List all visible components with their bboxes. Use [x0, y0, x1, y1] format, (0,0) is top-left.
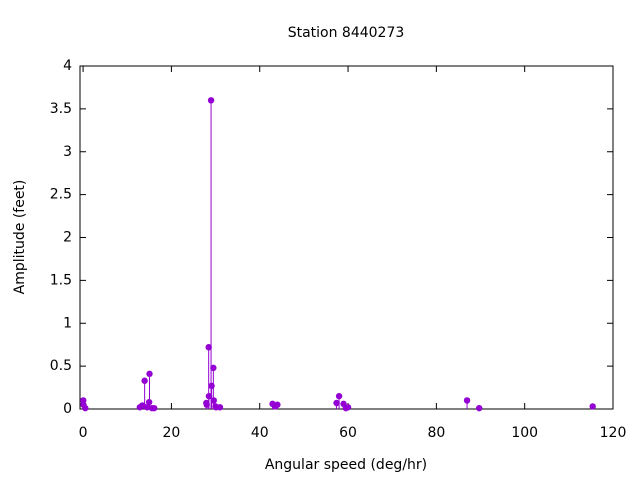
point [150, 404, 158, 412]
point [205, 344, 212, 351]
point [82, 404, 89, 412]
chart-title: Station 8440273 [288, 25, 405, 41]
point [141, 377, 148, 384]
y-tick-label: 2 [63, 230, 72, 246]
point [207, 97, 215, 104]
point [344, 404, 352, 411]
x-axis-label: Angular speed (deg/hr) [265, 457, 427, 473]
point [335, 392, 343, 400]
point [274, 401, 281, 408]
point [210, 364, 217, 372]
x-tick-label: 20 [162, 425, 180, 441]
y-tick-label: 3 [63, 144, 72, 160]
y-tick-label: 1 [63, 315, 72, 331]
x-tick-label: 0 [79, 425, 88, 441]
point [333, 399, 340, 407]
x-tick-label: 120 [600, 425, 627, 441]
y-tick-label: 0.5 [50, 358, 72, 374]
point [589, 403, 596, 410]
x-tick-label: 80 [427, 425, 445, 441]
point [210, 397, 218, 404]
point [205, 392, 213, 400]
x-tick-label: 100 [511, 425, 538, 441]
y-tick-label: 1.5 [50, 272, 72, 288]
point [216, 404, 224, 411]
y-axis-label: Amplitude (feet) [12, 180, 28, 295]
point [146, 370, 153, 378]
point [475, 404, 483, 412]
plot-border [79, 65, 614, 410]
y-tick-label: 4 [63, 58, 72, 74]
x-tick-label: 60 [339, 425, 357, 441]
point [463, 397, 471, 404]
y-tick-label: 3.5 [50, 101, 72, 117]
y-tick-label: 2.5 [50, 187, 72, 203]
y-tick-label: 0 [63, 401, 72, 417]
x-tick-label: 40 [251, 425, 269, 441]
